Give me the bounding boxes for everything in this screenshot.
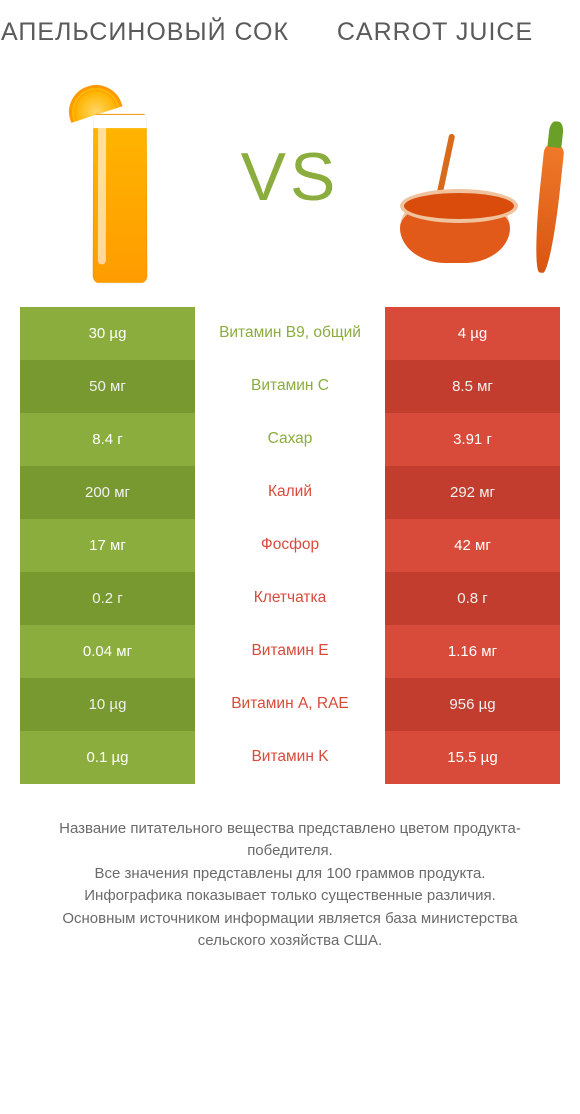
cell-left-value: 50 мг (20, 360, 195, 413)
footnote-line: Основным источником информации является … (30, 908, 550, 953)
title-right: CARROT JUICE (290, 18, 580, 47)
table-row: 0.1 µgВитамин K15.5 µg (20, 731, 560, 784)
cell-left-value: 0.04 мг (20, 625, 195, 678)
cell-nutrient-label: Калий (195, 466, 385, 519)
table-row: 200 мгКалий292 мг (20, 466, 560, 519)
table-row: 10 µgВитамин A, RAE956 µg (20, 678, 560, 731)
header: АПЕЛЬСИНОВЫЙ СОК CARROT JUICE (0, 0, 580, 47)
cell-right-value: 1.16 мг (385, 625, 560, 678)
glass-icon (93, 114, 148, 284)
cell-left-value: 8.4 г (20, 413, 195, 466)
bowl-icon (400, 193, 510, 263)
cell-right-value: 4 µg (385, 307, 560, 360)
cell-right-value: 42 мг (385, 519, 560, 572)
table-row: 30 µgВитамин B9, общий4 µg (20, 307, 560, 360)
orange-juice-image (20, 63, 220, 283)
comparison-table: 30 µgВитамин B9, общий4 µg50 мгВитамин C… (20, 307, 560, 784)
cell-nutrient-label: Сахар (195, 413, 385, 466)
cell-left-value: 0.1 µg (20, 731, 195, 784)
cell-right-value: 15.5 µg (385, 731, 560, 784)
cell-left-value: 10 µg (20, 678, 195, 731)
cell-left-value: 200 мг (20, 466, 195, 519)
cell-nutrient-label: Клетчатка (195, 572, 385, 625)
cell-nutrient-label: Витамин A, RAE (195, 678, 385, 731)
footnote-line: Все значения представлены для 100 граммо… (30, 863, 550, 886)
footnote-line: Название питательного вещества представл… (30, 818, 550, 863)
cell-right-value: 0.8 г (385, 572, 560, 625)
cell-right-value: 292 мг (385, 466, 560, 519)
images-row: VS (0, 47, 580, 307)
header-left: АПЕЛЬСИНОВЫЙ СОК (0, 18, 290, 47)
carrot-icon (531, 142, 564, 273)
cell-nutrient-label: Витамин B9, общий (195, 307, 385, 360)
carrot-juice-image (360, 63, 560, 283)
cell-nutrient-label: Фосфор (195, 519, 385, 572)
vs-label: VS (241, 138, 340, 216)
title-left: АПЕЛЬСИНОВЫЙ СОК (0, 18, 290, 47)
table-row: 0.2 гКлетчатка0.8 г (20, 572, 560, 625)
cell-nutrient-label: Витамин K (195, 731, 385, 784)
cell-left-value: 0.2 г (20, 572, 195, 625)
footnote-line: Инфографика показывает только существенн… (30, 885, 550, 908)
table-row: 50 мгВитамин C8.5 мг (20, 360, 560, 413)
footnote: Название питательного вещества представл… (30, 818, 550, 953)
cell-right-value: 3.91 г (385, 413, 560, 466)
table-row: 8.4 гСахар3.91 г (20, 413, 560, 466)
cell-left-value: 30 µg (20, 307, 195, 360)
cell-right-value: 8.5 мг (385, 360, 560, 413)
cell-nutrient-label: Витамин C (195, 360, 385, 413)
table-row: 0.04 мгВитамин E1.16 мг (20, 625, 560, 678)
table-row: 17 мгФосфор42 мг (20, 519, 560, 572)
cell-right-value: 956 µg (385, 678, 560, 731)
cell-left-value: 17 мг (20, 519, 195, 572)
header-right: CARROT JUICE (290, 18, 580, 47)
cell-nutrient-label: Витамин E (195, 625, 385, 678)
